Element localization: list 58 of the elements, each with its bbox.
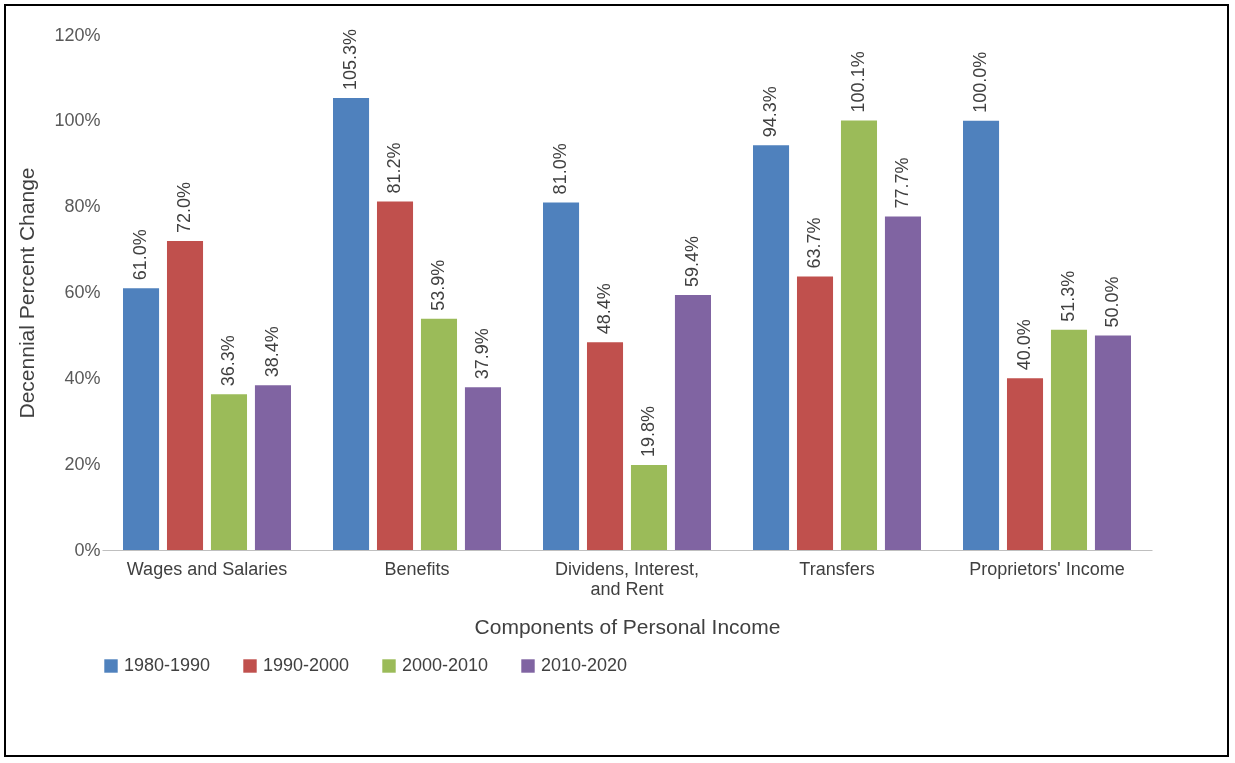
bar bbox=[1006, 378, 1044, 550]
data-label: 59.4% bbox=[681, 236, 702, 288]
data-label: 38.4% bbox=[261, 326, 282, 378]
bar bbox=[123, 288, 160, 550]
bar bbox=[586, 342, 624, 550]
data-label: 100.1% bbox=[847, 51, 868, 113]
data-label: 72.0% bbox=[174, 181, 195, 233]
data-label: 94.3% bbox=[760, 86, 781, 138]
x-tick-label: Transfers bbox=[799, 558, 875, 579]
bar bbox=[333, 98, 370, 550]
bar bbox=[210, 394, 248, 550]
data-label: 37.9% bbox=[471, 328, 492, 380]
y-tick-label: 100% bbox=[54, 110, 101, 131]
bar bbox=[963, 120, 1000, 550]
legend-label: 2000-2010 bbox=[402, 655, 489, 675]
bar bbox=[796, 276, 834, 550]
data-label: 63.7% bbox=[804, 217, 825, 269]
legend-label: 2010-2020 bbox=[541, 655, 628, 675]
y-tick-label: 40% bbox=[64, 367, 101, 388]
bar bbox=[254, 385, 291, 550]
bar bbox=[674, 295, 711, 550]
y-tick-label: 60% bbox=[64, 282, 101, 302]
data-label: 81.0% bbox=[550, 143, 571, 195]
data-label: 53.9% bbox=[427, 259, 448, 311]
bar bbox=[840, 120, 878, 550]
bar bbox=[543, 202, 580, 550]
data-label: 81.2% bbox=[384, 142, 405, 194]
x-tick-label: Proprietors' Income bbox=[969, 558, 1125, 579]
data-label: 61.0% bbox=[130, 229, 151, 281]
x-axis-title: Components of Personal Income bbox=[474, 614, 781, 638]
bar bbox=[420, 318, 458, 550]
y-axis-title: Decennial Percent Change bbox=[15, 167, 39, 419]
legend-label: 1990-2000 bbox=[263, 655, 350, 675]
data-label: 36.3% bbox=[217, 335, 238, 387]
data-label: 105.3% bbox=[340, 29, 361, 91]
data-label: 51.3% bbox=[1057, 270, 1078, 322]
bar bbox=[1094, 335, 1131, 550]
bar bbox=[1050, 329, 1088, 550]
data-label: 48.4% bbox=[594, 283, 615, 335]
data-label: 40.0% bbox=[1014, 319, 1035, 371]
data-label: 100.0% bbox=[970, 51, 991, 113]
y-tick-label: 0% bbox=[74, 539, 101, 560]
data-label: 77.7% bbox=[891, 157, 912, 209]
bar bbox=[753, 145, 790, 550]
bar bbox=[630, 465, 668, 550]
y-tick-label: 120% bbox=[54, 24, 101, 45]
bar bbox=[464, 387, 501, 550]
bar bbox=[884, 216, 921, 550]
data-label: 50.0% bbox=[1101, 276, 1122, 328]
y-tick-label: 80% bbox=[64, 196, 101, 217]
legend-label: 1980-1990 bbox=[124, 655, 211, 675]
x-tick-label: Benefits bbox=[384, 558, 450, 579]
bar bbox=[376, 201, 414, 550]
x-tick-label: Wages and Salaries bbox=[126, 558, 288, 579]
data-label: 19.8% bbox=[637, 405, 658, 458]
bar bbox=[166, 241, 204, 550]
y-tick-label: 20% bbox=[64, 453, 101, 474]
x-tick-label: Dividens, Interest, and Rent bbox=[554, 558, 700, 599]
